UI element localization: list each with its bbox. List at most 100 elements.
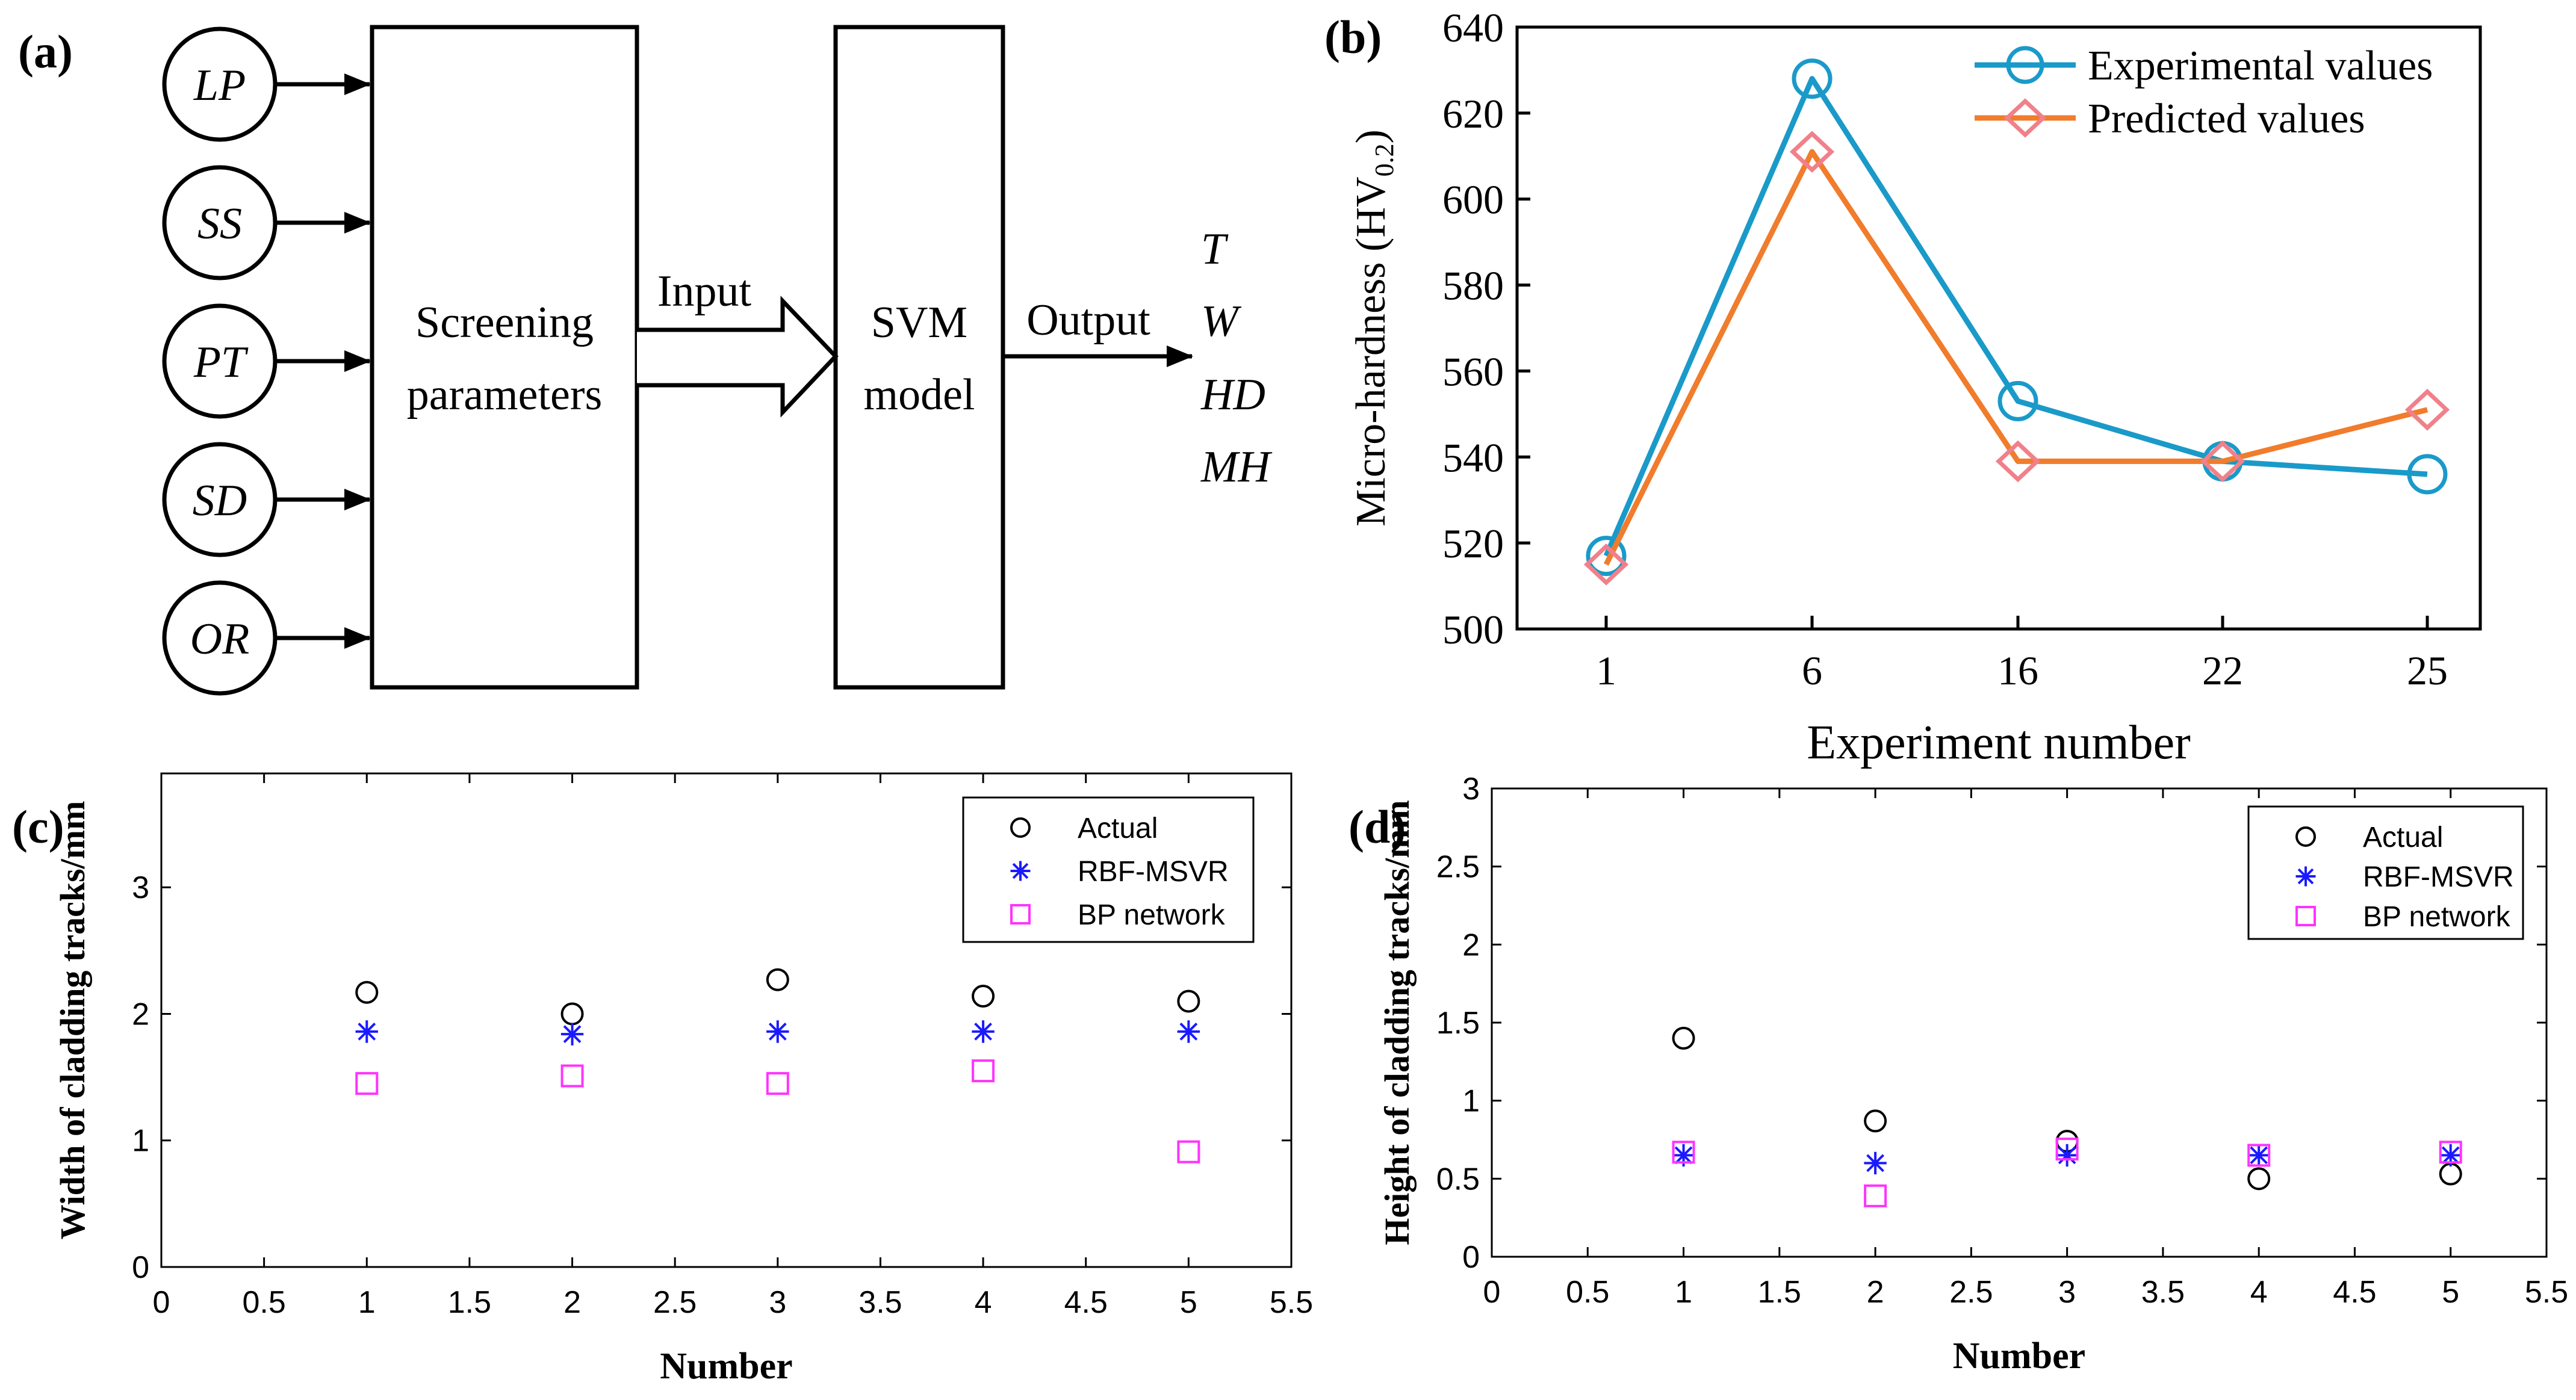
- x-tick-label: 3: [769, 1285, 786, 1320]
- data-point: [972, 985, 995, 1008]
- x-tick-label: 1.5: [1758, 1275, 1801, 1310]
- legend-marker: [2295, 826, 2316, 847]
- legend-label: BP network: [1078, 899, 1226, 931]
- input-node-label: OR: [190, 615, 250, 664]
- y-tick-label: 3: [132, 870, 149, 905]
- svm-box-line1: SVM: [871, 298, 967, 347]
- data-point: [560, 1002, 584, 1026]
- data-point: [2200, 440, 2245, 483]
- x-tick-label: 3: [2058, 1275, 2076, 1310]
- output-labels: TW HD MH: [1200, 225, 1273, 492]
- x-tick-label: 25: [2407, 648, 2448, 693]
- input-node-label: SD: [193, 476, 247, 525]
- legend-label: Experimental values: [2088, 43, 2433, 89]
- x-tick-label: 0: [153, 1285, 170, 1320]
- legend-box: [2247, 805, 2524, 940]
- data-point: [1672, 1026, 1695, 1050]
- series-line: [1603, 149, 2429, 566]
- x-tick-label: 3.5: [858, 1285, 902, 1320]
- y-axis-label: Micro-hardness (HV0.2): [1348, 129, 1399, 527]
- output-label: T: [1201, 225, 1229, 274]
- data-point: [1864, 1151, 1887, 1175]
- panel-d-label: (d): [1349, 801, 1406, 853]
- input-node-label: LP: [193, 61, 246, 110]
- data-point: [972, 1059, 995, 1083]
- y-tick-label: 2: [1462, 928, 1480, 962]
- data-point: [2439, 1144, 2462, 1167]
- legend-label: RBF-MSVR: [1078, 856, 1229, 888]
- x-tick-label: 1: [1596, 648, 1616, 693]
- panel-c-chart: (c) 0 0.5 1 1.5 2 2.5 3 3.5 4 4.5 5 5.5 0 1 2 3 Number Wi…: [12, 772, 1313, 1387]
- x-tick-label: 0: [1483, 1275, 1501, 1310]
- legend-marker: [2003, 98, 2047, 138]
- legend-marker: [2295, 906, 2316, 926]
- data-point: [972, 1020, 995, 1043]
- y-tick-label: 0: [1462, 1240, 1480, 1275]
- x-tick-label: 2.5: [1949, 1275, 1993, 1310]
- panel-c-label: (c): [12, 801, 64, 853]
- x-tick-label: 0.5: [242, 1285, 285, 1320]
- x-tick-label: 16: [1997, 648, 2038, 693]
- y-axis-label: Width of cladding tracks/mm: [53, 801, 92, 1240]
- data-point: [2404, 388, 2450, 431]
- output-label: W: [1201, 297, 1242, 346]
- input-node-label: SS: [197, 199, 242, 249]
- plot-frame: [160, 772, 1293, 1268]
- x-tick-label: 4.5: [1064, 1285, 1108, 1320]
- y-tick-label: 540: [1442, 435, 1504, 480]
- x-tick-label: 0.5: [1566, 1275, 1609, 1310]
- y-tick-label: 500: [1442, 607, 1504, 652]
- data-point: [1177, 1140, 1200, 1163]
- x-tick-label: 2: [1867, 1275, 1884, 1310]
- legend-label: BP network: [2363, 901, 2511, 933]
- x-tick-label: 4.5: [2333, 1275, 2376, 1310]
- svm-box: [833, 25, 1005, 690]
- input-node-label: PT: [193, 338, 249, 387]
- y-tick-label: 560: [1442, 348, 1504, 394]
- y-axis-label: Height of cladding tracks/mm: [1377, 800, 1417, 1245]
- data-point: [766, 968, 789, 991]
- panel-b-label: (b): [1324, 11, 1382, 63]
- data-point: [1864, 1109, 1887, 1133]
- legend-marker: [2295, 866, 2316, 887]
- legend-label: RBF-MSVR: [2363, 861, 2514, 893]
- data-point: [2247, 1144, 2271, 1167]
- y-tick-label: 2.5: [1436, 850, 1480, 885]
- x-tick-label: 5.5: [2525, 1275, 2568, 1310]
- y-tick-label: 3: [1462, 772, 1480, 807]
- x-tick-label: 22: [2202, 648, 2243, 693]
- data-point: [355, 1020, 378, 1043]
- y-tick-label: 620: [1442, 91, 1504, 137]
- data-point: [1792, 58, 1833, 99]
- y-tick-label: 640: [1442, 5, 1504, 51]
- data-point: [1997, 380, 2038, 421]
- panel-d-chart: (d) 0 0.5 1 1.5 2 2.5 3 3.5 4 4.5 5 5.5 0 0.5 1 1.5 2 2.5…: [1349, 772, 2568, 1377]
- data-point: [560, 1023, 584, 1045]
- data-point: [1789, 131, 1835, 173]
- x-tick-label: 2: [563, 1285, 581, 1320]
- x-tick-label: 1.5: [448, 1285, 491, 1320]
- data-point: [1995, 440, 2041, 483]
- data-point: [766, 1020, 789, 1043]
- x-axis-label: Number: [660, 1346, 792, 1387]
- output-label: MH: [1200, 442, 1273, 492]
- x-axis-label: Number: [1953, 1336, 2085, 1377]
- legend-label: Predicted values: [2088, 96, 2365, 142]
- svm-box-line2: model: [864, 370, 975, 420]
- y-tick-label: 1.5: [1436, 1006, 1480, 1041]
- screening-box-line2: parameters: [407, 370, 603, 420]
- data-point: [2247, 1167, 2271, 1191]
- data-point: [560, 1064, 584, 1088]
- data-point: [1177, 1020, 1200, 1043]
- data-point: [1672, 1144, 1695, 1167]
- screening-box: [370, 25, 639, 690]
- x-tick-label: 2.5: [653, 1285, 697, 1320]
- x-tick-label: 1: [358, 1285, 376, 1320]
- legend-marker: [1010, 817, 1031, 838]
- x-tick-label: 1: [1675, 1275, 1692, 1310]
- data-point: [2439, 1162, 2462, 1186]
- y-tick-label: 1: [1462, 1084, 1480, 1119]
